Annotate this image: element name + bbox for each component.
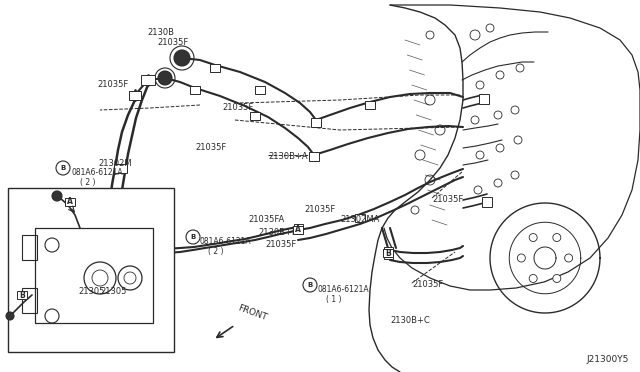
Bar bbox=[309, 151, 319, 160]
Text: 081A6-6121A: 081A6-6121A bbox=[318, 285, 370, 294]
Circle shape bbox=[517, 254, 525, 262]
Text: 21035FA: 21035FA bbox=[248, 215, 284, 224]
Bar bbox=[113, 164, 127, 173]
Bar bbox=[22, 235, 37, 260]
Text: B: B bbox=[19, 291, 25, 299]
Bar bbox=[355, 214, 365, 222]
Bar bbox=[65, 198, 75, 206]
Text: 2130B+A: 2130B+A bbox=[268, 152, 308, 161]
Text: 21035F: 21035F bbox=[432, 195, 463, 204]
Bar bbox=[190, 86, 200, 94]
Bar bbox=[35, 228, 153, 323]
Text: 081A6-6121A: 081A6-6121A bbox=[200, 237, 252, 246]
Text: 2130B: 2130B bbox=[147, 28, 174, 37]
Circle shape bbox=[6, 312, 14, 320]
Bar bbox=[294, 224, 303, 232]
Text: ( 2 ): ( 2 ) bbox=[80, 178, 95, 187]
Text: 21035F: 21035F bbox=[304, 205, 335, 214]
Text: J21300Y5: J21300Y5 bbox=[586, 355, 628, 364]
Circle shape bbox=[52, 191, 62, 201]
Circle shape bbox=[564, 254, 573, 262]
Text: 2130B+B: 2130B+B bbox=[258, 228, 298, 237]
Bar bbox=[250, 112, 260, 120]
Text: B: B bbox=[60, 165, 66, 171]
Text: ( 1 ): ( 1 ) bbox=[326, 295, 342, 304]
Circle shape bbox=[529, 275, 537, 282]
Text: 081A6-6121A: 081A6-6121A bbox=[72, 168, 124, 177]
Bar bbox=[129, 90, 141, 99]
Bar bbox=[311, 118, 321, 126]
Bar bbox=[479, 94, 489, 104]
Bar bbox=[141, 75, 155, 85]
Text: B: B bbox=[190, 234, 196, 240]
Text: 21035F: 21035F bbox=[222, 103, 253, 112]
Bar bbox=[383, 247, 392, 259]
Bar bbox=[210, 64, 220, 72]
Circle shape bbox=[529, 234, 537, 241]
Bar bbox=[17, 291, 27, 299]
Text: ( 2 ): ( 2 ) bbox=[208, 247, 223, 256]
Bar bbox=[383, 249, 393, 257]
Bar bbox=[293, 226, 303, 234]
Text: A: A bbox=[295, 225, 301, 234]
Text: 21305: 21305 bbox=[78, 287, 104, 296]
Text: 21035F: 21035F bbox=[265, 240, 296, 249]
Circle shape bbox=[174, 50, 190, 66]
Text: 21035F: 21035F bbox=[412, 280, 444, 289]
Text: 21302M: 21302M bbox=[98, 159, 132, 168]
Text: 21302MA: 21302MA bbox=[340, 215, 380, 224]
Text: 21035F: 21035F bbox=[157, 38, 188, 47]
Bar bbox=[22, 288, 37, 313]
Bar bbox=[365, 101, 375, 109]
Circle shape bbox=[158, 71, 172, 85]
Text: 2130B+C: 2130B+C bbox=[390, 316, 429, 325]
Text: FRONT: FRONT bbox=[236, 303, 268, 322]
Text: A: A bbox=[67, 198, 73, 206]
Text: 21035F: 21035F bbox=[97, 80, 128, 89]
Circle shape bbox=[553, 275, 561, 282]
Bar bbox=[8, 188, 174, 352]
Text: 21035F: 21035F bbox=[195, 143, 227, 152]
Bar bbox=[255, 86, 265, 94]
Bar bbox=[482, 197, 492, 207]
Text: B: B bbox=[385, 248, 391, 257]
Text: B: B bbox=[307, 282, 312, 288]
Text: 21305: 21305 bbox=[100, 287, 126, 296]
Circle shape bbox=[553, 234, 561, 241]
